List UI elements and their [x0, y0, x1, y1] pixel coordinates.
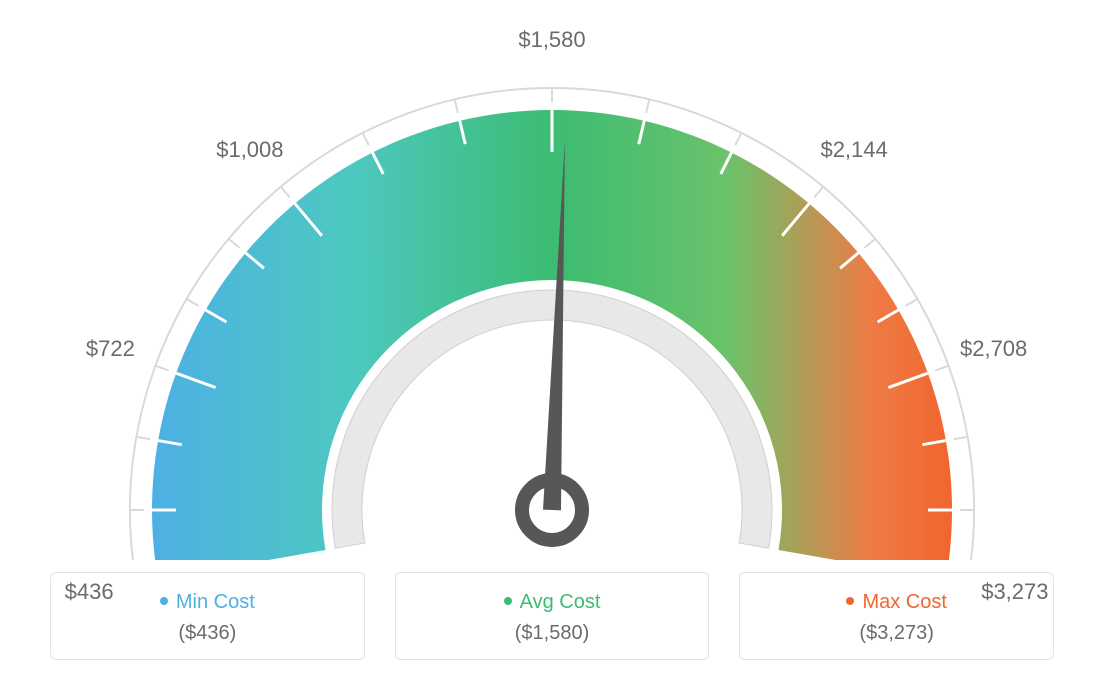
tick-label: $1,008: [216, 137, 283, 163]
legend-card-max: Max Cost ($3,273): [739, 572, 1054, 660]
legend-label-min: Min Cost: [176, 591, 255, 613]
legend-label-max: Max Cost: [862, 591, 946, 613]
tick-label: $722: [86, 336, 135, 362]
legend-dot-min: [160, 597, 168, 605]
legend-card-avg: Avg Cost ($1,580): [395, 572, 710, 660]
legend-value-avg: ($1,580): [406, 622, 699, 645]
legend-title-min: Min Cost: [61, 591, 354, 614]
legend-card-min: Min Cost ($436): [50, 572, 365, 660]
legend-dot-avg: [504, 597, 512, 605]
legend-row: Min Cost ($436) Avg Cost ($1,580) Max Co…: [50, 572, 1054, 660]
gauge-svg: [0, 0, 1104, 560]
legend-label-avg: Avg Cost: [520, 591, 601, 613]
tick-label: $2,708: [960, 336, 1027, 362]
legend-title-max: Max Cost: [750, 591, 1043, 614]
legend-value-min: ($436): [61, 622, 354, 645]
tick-label: $2,144: [820, 137, 887, 163]
legend-value-max: ($3,273): [750, 622, 1043, 645]
gauge-chart: $436$722$1,008$1,580$2,144$2,708$3,273: [0, 0, 1104, 560]
chart-container: $436$722$1,008$1,580$2,144$2,708$3,273 M…: [0, 0, 1104, 690]
legend-dot-max: [846, 597, 854, 605]
tick-label: $1,580: [518, 27, 585, 53]
legend-title-avg: Avg Cost: [406, 591, 699, 614]
